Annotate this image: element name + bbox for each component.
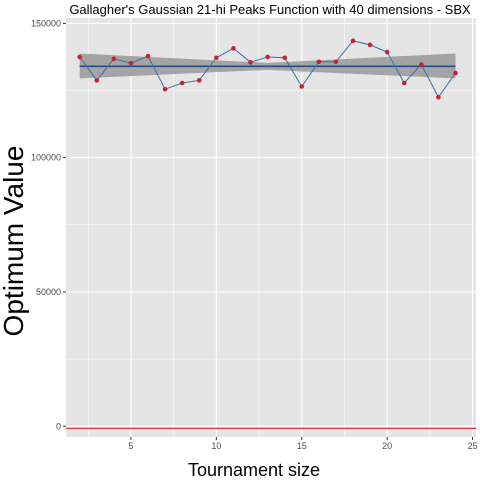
x-tick-label: 15 <box>297 441 307 451</box>
data-point <box>333 59 339 65</box>
data-point <box>94 78 100 83</box>
y-tick-label: 50000 <box>36 287 61 297</box>
data-point <box>419 62 424 67</box>
data-point <box>367 42 373 48</box>
data-point <box>384 49 390 55</box>
data-point <box>111 56 117 62</box>
plot-panel <box>66 18 476 437</box>
x-tick-label: 5 <box>128 441 133 451</box>
x-axis-label: Tournament size <box>188 460 320 480</box>
data-point <box>128 60 134 66</box>
chart-title: Gallagher's Gaussian 21-hi Peaks Functio… <box>69 2 471 17</box>
data-point <box>231 46 236 51</box>
data-point <box>248 60 253 65</box>
data-point <box>214 55 219 61</box>
y-tick-label: 0 <box>56 421 61 431</box>
y-tick-label: 100000 <box>31 153 61 163</box>
data-point <box>401 80 407 86</box>
x-tick-label: 20 <box>382 441 392 451</box>
data-point <box>316 59 322 65</box>
x-tick-label: 25 <box>468 441 478 451</box>
data-point <box>196 78 202 83</box>
y-axis-label: Optimum Value <box>0 146 29 337</box>
y-tick-label: 150000 <box>31 18 61 28</box>
x-tick-label: 10 <box>211 441 221 451</box>
series-points <box>77 38 458 100</box>
data-point <box>265 54 270 60</box>
data-point <box>436 94 441 100</box>
data-point <box>162 86 168 92</box>
minor-gridlines <box>66 18 476 437</box>
data-point <box>179 80 185 86</box>
y-axis-ticks: 0 50000 100000 150000 <box>31 18 66 431</box>
data-point <box>299 84 305 89</box>
data-point <box>453 70 458 76</box>
data-point <box>282 55 287 61</box>
x-axis-ticks: 5 10 15 20 25 <box>128 437 478 451</box>
data-point <box>350 38 356 44</box>
data-point <box>77 54 82 60</box>
data-point <box>145 53 151 59</box>
